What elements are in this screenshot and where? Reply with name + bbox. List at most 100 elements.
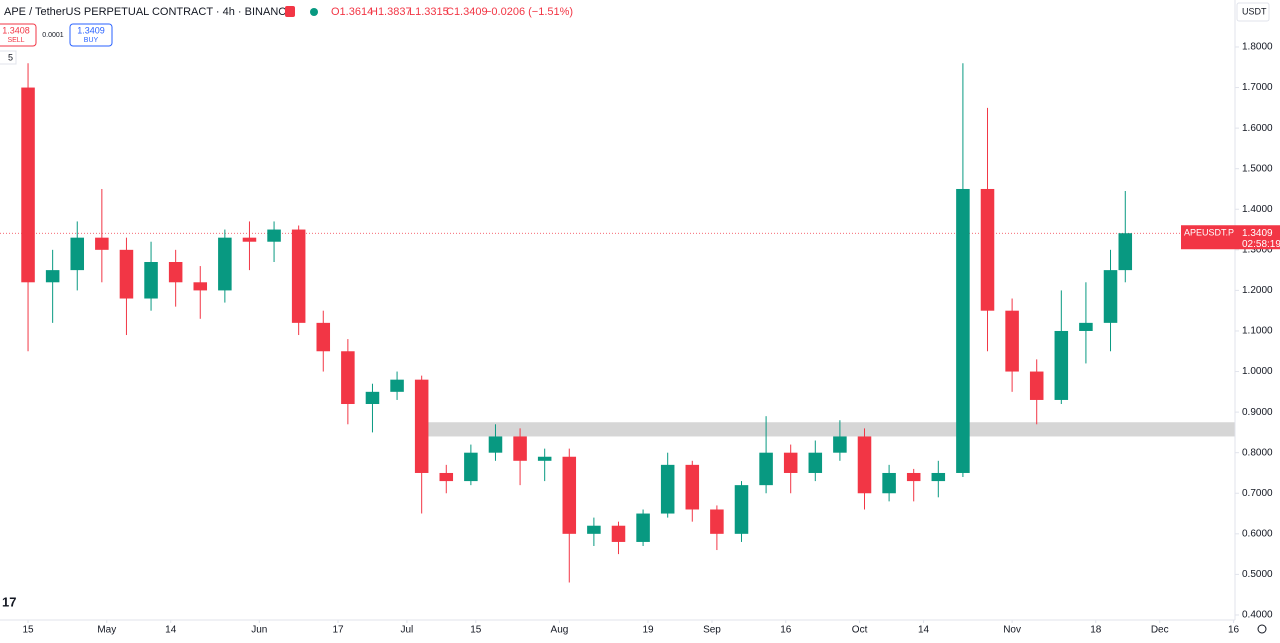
candle-body	[291, 229, 306, 323]
candle-body	[537, 456, 552, 461]
y-tick-label: 1.2000	[1242, 285, 1273, 296]
settings-icon[interactable]	[1257, 624, 1267, 634]
candle-body	[685, 464, 700, 510]
candle-body	[636, 513, 650, 542]
candle-body	[562, 456, 577, 534]
y-tick-label: 0.9000	[1242, 407, 1273, 418]
candle-body	[808, 452, 823, 473]
candle-body	[464, 452, 478, 482]
sell-price: 1.3408	[2, 25, 30, 35]
y-tick-label: 1.8000	[1242, 42, 1273, 53]
x-tick-label: 16	[780, 625, 792, 636]
candle-body	[980, 188, 995, 311]
candle-body	[316, 322, 331, 352]
ohlc-low: L1.3315	[409, 6, 449, 18]
price-tag-timer: 02:58:19	[1242, 239, 1280, 250]
candle-body	[587, 525, 601, 534]
indicator-count: 5	[8, 52, 13, 62]
x-tick-label: 14	[918, 625, 930, 636]
candle-body	[95, 237, 109, 250]
candle-body	[193, 282, 208, 291]
candle-body	[1079, 322, 1093, 331]
x-tick-label: Aug	[551, 625, 569, 636]
candle-body	[218, 237, 232, 291]
y-tick-label: 1.5000	[1242, 163, 1273, 174]
price-tag	[1181, 225, 1280, 250]
y-tick-label: 0.7000	[1242, 488, 1273, 499]
candle-body	[414, 379, 429, 473]
x-tick-label: Oct	[852, 625, 868, 636]
candle-body	[710, 509, 724, 534]
ohlc-close: C1.3409	[446, 6, 488, 18]
candle-body	[611, 525, 626, 542]
y-tick-label: 1.6000	[1242, 123, 1273, 134]
price-tag-symbol: APEUSDT.P	[1184, 228, 1234, 238]
x-tick-label: Dec	[1151, 625, 1169, 636]
candle-body	[931, 472, 946, 482]
candle-body	[144, 262, 158, 299]
candle-body	[956, 188, 970, 473]
candle-body	[906, 472, 921, 482]
x-tick-label: Jul	[401, 625, 414, 636]
y-tick-label: 1.4000	[1242, 204, 1273, 215]
price-tag-value: 1.3409	[1242, 228, 1273, 239]
candle-body	[119, 249, 134, 299]
y-tick-label: 0.4000	[1242, 610, 1273, 621]
candle-body	[882, 472, 896, 494]
candle-body	[734, 485, 749, 534]
ohlc-change: −0.0206 (−1.51%)	[485, 6, 573, 18]
x-tick-label: 15	[22, 625, 34, 636]
x-tick-label: 19	[642, 625, 654, 636]
flag-icon[interactable]	[285, 6, 295, 17]
candle-body	[267, 229, 281, 242]
indicator-toggle[interactable]	[0, 50, 17, 65]
ohlc-open: O1.3614	[331, 6, 373, 18]
x-tick-label: 14	[165, 625, 177, 636]
candle-body	[365, 391, 380, 405]
y-tick-label: 1.0000	[1242, 366, 1273, 377]
x-tick-label: Nov	[1003, 625, 1021, 636]
candle-body	[1103, 270, 1118, 323]
support-zone	[424, 422, 1235, 437]
buy-label: BUY	[84, 37, 99, 44]
candle-body	[439, 472, 454, 482]
plot-area	[0, 63, 1235, 583]
y-tick-label: 0.5000	[1242, 569, 1273, 580]
ohlc-high: H1.3837	[370, 6, 412, 18]
candle-body	[70, 237, 85, 271]
y-tick-label: 1.1000	[1242, 326, 1273, 337]
candle-body	[783, 452, 798, 473]
currency-button[interactable]	[1236, 2, 1270, 22]
x-tick-label: Sep	[703, 625, 721, 636]
currency: USDT	[1242, 6, 1267, 16]
candle-body	[857, 436, 872, 494]
candle-body	[168, 262, 183, 283]
y-tick-label: 0.6000	[1242, 528, 1273, 539]
candle-body	[1118, 233, 1133, 271]
y-tick-label: 1.7000	[1242, 82, 1273, 93]
candle-body	[833, 436, 847, 453]
status-dot	[310, 8, 318, 16]
candle-body	[341, 351, 355, 405]
x-tick-label: 15	[470, 625, 482, 636]
spread: 0.0001	[42, 32, 64, 39]
candle-body	[488, 436, 503, 453]
y-tick-label: 1.3000	[1242, 244, 1273, 255]
sell-button[interactable]	[0, 23, 37, 47]
candle-body	[660, 464, 675, 514]
logo: 17	[2, 594, 16, 609]
candle-body	[242, 237, 257, 242]
candle-body	[45, 270, 60, 283]
buy-button[interactable]	[69, 23, 113, 47]
candle-body	[1054, 330, 1069, 400]
candle-body	[513, 436, 527, 461]
x-tick-label: 17	[332, 625, 344, 636]
symbol-title: APE / TetherUS PERPETUAL CONTRACT · 4h ·…	[4, 6, 294, 18]
y-tick-label: 0.8000	[1242, 447, 1273, 458]
x-tick-label: 16	[1228, 625, 1240, 636]
candle-body	[759, 452, 773, 486]
buy-price: 1.3409	[77, 25, 105, 35]
sell-label: SELL	[7, 37, 24, 44]
candle-body	[390, 379, 404, 392]
